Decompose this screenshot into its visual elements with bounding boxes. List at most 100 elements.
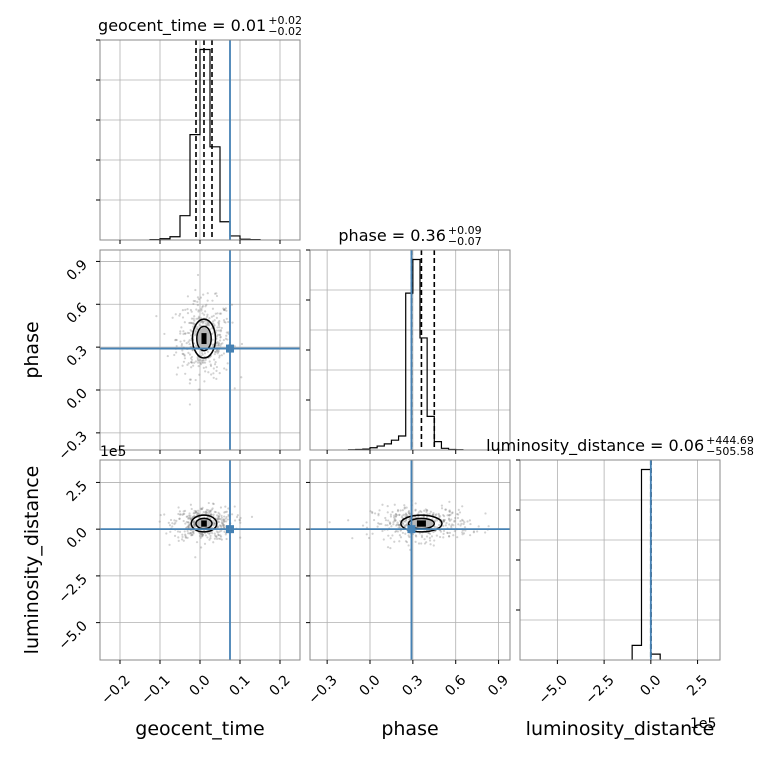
- scatter-point: [414, 502, 417, 505]
- y-tick-label: −0.3: [55, 428, 90, 463]
- scatter-point: [209, 513, 213, 516]
- scatter-point: [185, 520, 188, 524]
- scatter-point: [393, 519, 396, 522]
- scatter-point: [224, 307, 227, 310]
- scatter-point: [193, 521, 196, 524]
- scatter-point: [378, 509, 381, 512]
- scatter-point: [168, 524, 172, 527]
- scatter-point: [394, 519, 397, 522]
- scatter-point: [215, 365, 219, 369]
- scatter-point: [448, 523, 451, 526]
- scatter-point: [223, 515, 226, 518]
- scatter-point: [206, 320, 209, 324]
- scatter-point: [199, 536, 202, 539]
- scatter-point: [225, 510, 228, 513]
- scatter-point: [217, 515, 221, 518]
- scatter-point: [222, 524, 225, 528]
- scatter-point: [192, 521, 195, 524]
- scatter-point: [408, 535, 411, 539]
- scatter-point: [448, 519, 451, 522]
- scatter-point: [437, 512, 440, 516]
- scatter-point: [198, 316, 201, 320]
- scatter-point: [210, 315, 213, 318]
- panel-bg: [310, 460, 510, 660]
- scatter-point: [425, 516, 428, 519]
- scatter-point: [398, 513, 401, 516]
- scatter-point: [193, 315, 196, 318]
- scatter-point: [181, 533, 184, 536]
- scatter-point: [407, 534, 410, 537]
- scatter-point: [199, 361, 202, 364]
- scatter-point: [398, 534, 401, 537]
- scatter-point: [226, 338, 229, 341]
- x-axis-label: geocent_time: [135, 718, 264, 740]
- x-tick-label: −2.5: [582, 672, 617, 707]
- scatter-point: [227, 331, 230, 334]
- scatter-point: [195, 308, 198, 311]
- scatter-point: [218, 530, 221, 533]
- scatter-point: [450, 526, 453, 529]
- scatter-point: [182, 352, 185, 356]
- scatter-point: [461, 531, 464, 534]
- scatter-point: [202, 359, 205, 362]
- scatter-point: [214, 350, 217, 354]
- scatter-point: [404, 540, 408, 543]
- scatter-point: [191, 515, 194, 519]
- panel-title-text: phase = 0.36: [338, 226, 445, 245]
- scatter-point: [448, 514, 451, 517]
- scatter-point: [196, 304, 199, 307]
- scatter-point: [422, 515, 425, 518]
- scatter-point: [219, 525, 222, 528]
- scatter-point: [178, 510, 181, 513]
- scatter-point: [454, 516, 457, 520]
- scatter-point: [193, 512, 196, 515]
- scatter-point: [189, 328, 192, 332]
- y-tick-label: 2.5: [64, 478, 91, 505]
- scatter-point: [403, 520, 406, 523]
- scatter-point: [198, 388, 201, 391]
- scatter-point: [196, 327, 199, 331]
- scatter-point: [476, 530, 479, 533]
- scatter-point: [459, 520, 462, 523]
- scatter-point: [230, 303, 234, 306]
- scatter-point: [202, 366, 205, 369]
- scatter-point: [373, 512, 377, 515]
- scatter-point: [219, 329, 223, 332]
- scatter-point: [445, 521, 448, 525]
- scatter-point: [190, 533, 194, 536]
- scatter-point: [215, 341, 219, 345]
- scatter-point: [435, 513, 438, 516]
- scatter-point: [204, 358, 207, 362]
- scatter-point: [187, 525, 190, 528]
- scatter-point: [215, 377, 218, 380]
- scatter-point: [174, 521, 177, 524]
- scatter-point: [193, 523, 196, 526]
- scatter-point: [204, 310, 207, 313]
- scatter-point: [212, 322, 215, 325]
- scatter-point: [408, 512, 411, 515]
- scatter-point: [250, 515, 254, 518]
- scatter-point: [386, 546, 390, 549]
- scatter-point: [174, 339, 177, 342]
- scatter-point: [180, 326, 183, 329]
- scatter-point: [186, 536, 189, 539]
- scatter-point: [220, 514, 223, 517]
- scatter-point: [440, 504, 444, 507]
- scatter-point: [377, 514, 380, 517]
- scatter-point: [438, 516, 441, 519]
- scatter-point: [442, 519, 445, 522]
- scatter-point: [238, 519, 242, 522]
- scatter-point: [155, 315, 158, 318]
- scatter-point: [417, 542, 421, 545]
- scatter-point: [188, 523, 191, 527]
- scatter-point: [198, 532, 202, 535]
- x-tick-label: 0.2: [267, 672, 294, 699]
- scatter-point: [211, 502, 215, 505]
- scatter-point: [217, 342, 220, 346]
- injection-marker: [226, 525, 234, 534]
- scatter-point: [217, 533, 220, 537]
- scatter-point: [468, 534, 472, 537]
- scatter-point: [198, 534, 202, 538]
- scatter-point: [197, 388, 200, 391]
